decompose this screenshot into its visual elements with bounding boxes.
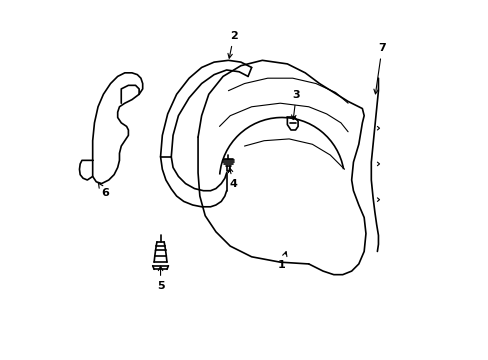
Text: 6: 6 xyxy=(98,183,109,198)
Text: 2: 2 xyxy=(227,31,237,58)
Text: 5: 5 xyxy=(157,266,164,291)
Text: 1: 1 xyxy=(278,252,286,270)
Text: 7: 7 xyxy=(373,44,385,94)
Text: 4: 4 xyxy=(228,168,237,189)
Text: 3: 3 xyxy=(291,90,300,120)
